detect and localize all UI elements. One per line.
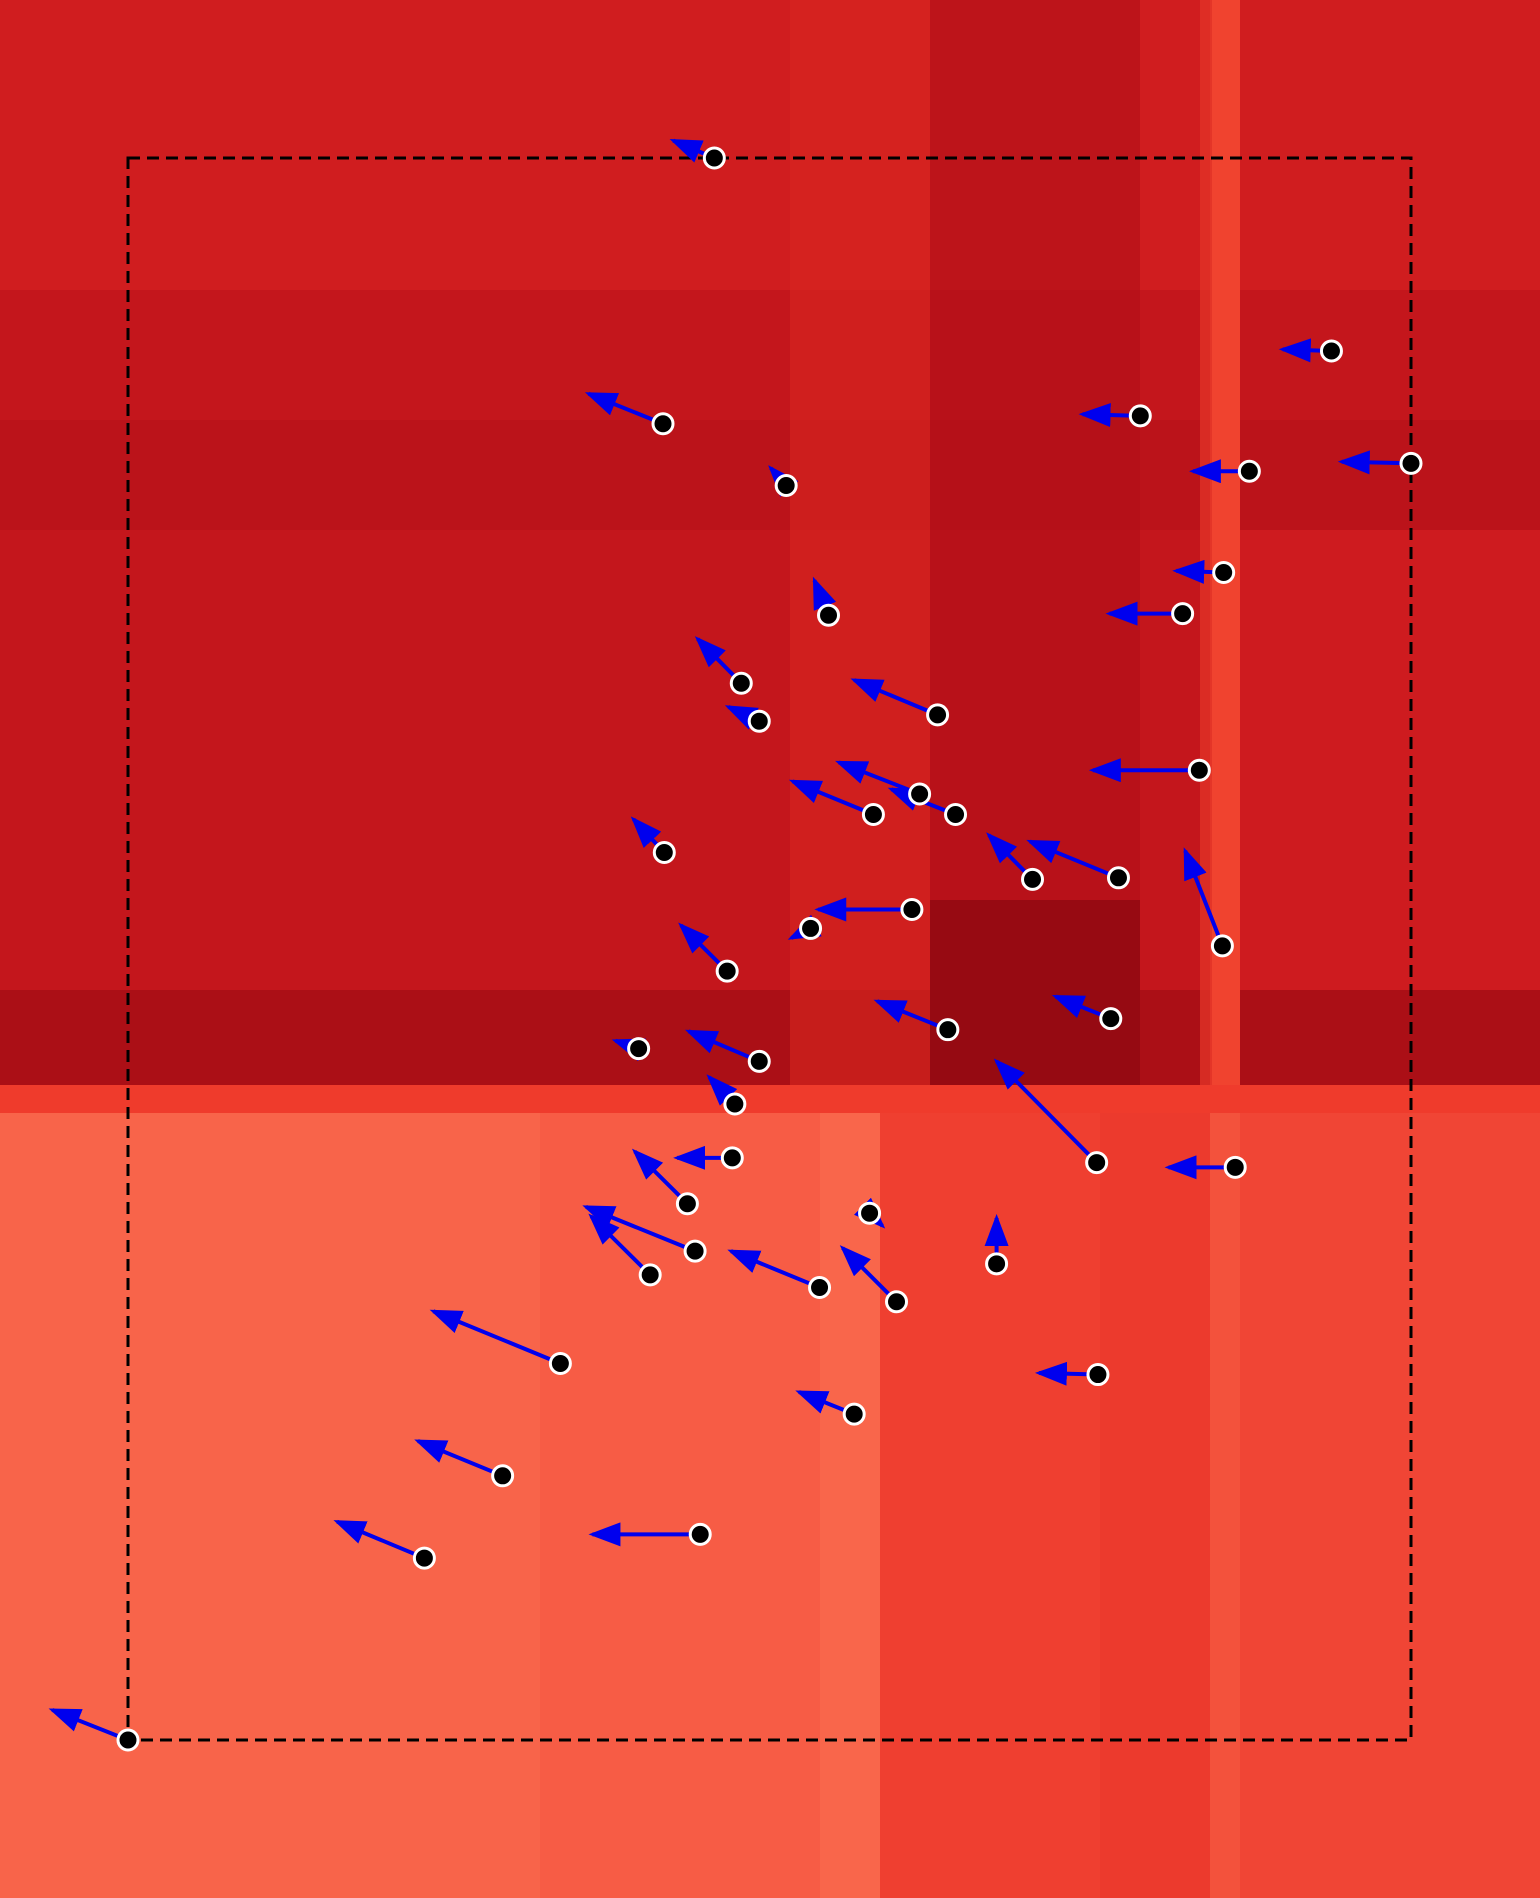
vector-arrow-44 xyxy=(333,1519,426,1560)
vector-node-9 xyxy=(817,603,841,627)
vector-node-42 xyxy=(491,1464,515,1488)
vector-node-13 xyxy=(1187,758,1211,782)
vector-node-40 xyxy=(1086,1363,1110,1387)
vector-arrow-39 xyxy=(429,1309,562,1366)
vector-node-45 xyxy=(116,1728,140,1752)
vector-arrow-3 xyxy=(584,391,664,426)
vector-node-10 xyxy=(729,671,753,695)
vector-node-31 xyxy=(720,1146,744,1170)
vector-node-0 xyxy=(702,146,726,170)
vector-node-21 xyxy=(900,897,924,921)
vector-node-2 xyxy=(1128,404,1152,428)
vector-node-15 xyxy=(944,803,968,827)
vector-arrow-42 xyxy=(414,1439,504,1478)
bg-top-band-2 xyxy=(0,420,1540,530)
vector-node-28 xyxy=(723,1092,747,1116)
vector-arrow-20 xyxy=(1183,847,1225,947)
vector-node-19 xyxy=(1106,866,1130,890)
vector-node-37 xyxy=(808,1276,832,1300)
vector-node-3 xyxy=(651,412,675,436)
bg-bottom-col-2 xyxy=(880,1113,1100,1898)
bg-bottom-stripe xyxy=(1210,1113,1240,1898)
vector-node-14 xyxy=(908,782,932,806)
vector-node-1 xyxy=(1319,339,1343,363)
vector-node-8 xyxy=(1171,602,1195,626)
vector-node-44 xyxy=(412,1546,436,1570)
vector-arrow-37 xyxy=(727,1249,821,1290)
vector-node-17 xyxy=(652,840,676,864)
vector-node-16 xyxy=(861,803,885,827)
vector-node-38 xyxy=(885,1290,909,1314)
bg-bottom-col-5 xyxy=(820,1113,880,1898)
vector-arrow-29 xyxy=(993,1058,1099,1164)
vector-node-43 xyxy=(688,1522,712,1546)
bg-top-dark-spot xyxy=(930,900,1140,1085)
vector-node-20 xyxy=(1210,934,1234,958)
vector-arrow-27 xyxy=(684,1029,761,1064)
vector-node-34 xyxy=(683,1239,707,1263)
vector-arrow-4 xyxy=(1337,450,1412,475)
vector-node-41 xyxy=(842,1402,866,1426)
bg-top-right xyxy=(1240,530,1540,990)
vector-arrow-32 xyxy=(631,1148,689,1206)
vector-node-39 xyxy=(548,1351,572,1375)
vector-node-32 xyxy=(675,1192,699,1216)
vector-node-26 xyxy=(627,1037,651,1061)
vector-node-30 xyxy=(1223,1155,1247,1179)
vector-node-24 xyxy=(1099,1007,1123,1031)
bg-bottom-col-4 xyxy=(1240,1113,1540,1898)
vector-arrow-35 xyxy=(588,1213,652,1277)
vector-node-12 xyxy=(747,709,771,733)
vector-node-11 xyxy=(926,703,950,727)
bg-top-band-3 xyxy=(0,990,1540,1085)
vector-node-18 xyxy=(1021,867,1045,891)
vector-arrow-19 xyxy=(1026,839,1120,880)
vector-node-33 xyxy=(858,1201,882,1225)
domain-frame xyxy=(126,156,1413,1742)
vector-node-6 xyxy=(774,473,798,497)
node-layer xyxy=(116,146,1423,1752)
vector-node-25 xyxy=(936,1018,960,1042)
vector-arrow-16 xyxy=(788,779,875,817)
vector-node-4 xyxy=(1399,451,1423,475)
bg-top-stripe xyxy=(1210,0,1240,1085)
vector-node-7 xyxy=(1212,560,1236,584)
vector-node-35 xyxy=(638,1263,662,1287)
bg-bottom-col-3 xyxy=(1100,1113,1210,1898)
bg-top-stripe-2 xyxy=(1200,0,1212,1085)
vector-node-29 xyxy=(1085,1151,1109,1175)
vector-node-36 xyxy=(985,1252,1009,1276)
vector-node-22 xyxy=(799,916,823,940)
bg-top-band-1 xyxy=(0,0,1540,290)
vector-node-23 xyxy=(715,959,739,983)
vector-arrow-25 xyxy=(873,999,949,1032)
vector-arrow-38 xyxy=(839,1245,898,1304)
vector-arrow-45 xyxy=(48,1708,129,1742)
vector-node-5 xyxy=(1237,459,1261,483)
vector-arrow-11 xyxy=(850,678,939,717)
bg-transition xyxy=(0,1085,1540,1113)
vector-node-27 xyxy=(747,1049,771,1073)
